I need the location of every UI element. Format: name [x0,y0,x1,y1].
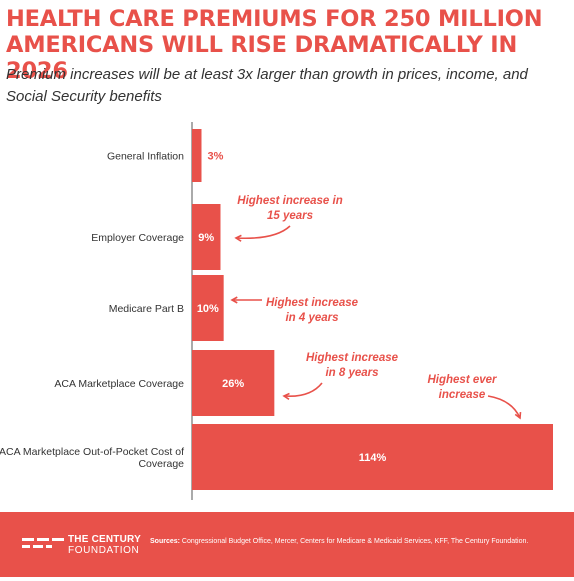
logo-line-1: THE CENTURY [68,534,141,545]
bar-data-label: 26% [222,378,244,390]
category-label: General Inflation [107,151,184,163]
annotation-arrowhead [282,392,290,400]
category-label: Coverage [138,458,184,470]
bar-data-label: 10% [197,303,219,315]
annotation-arrowhead [234,234,242,242]
bar [192,275,224,341]
annotation-arrow [487,395,521,419]
bar [192,204,221,270]
category-label: Employer Coverage [91,232,184,244]
bar [192,350,275,416]
annotation-text: in 4 years [285,312,338,324]
bar-data-label: 9% [198,232,214,244]
bar [192,129,202,182]
sources-note: Sources: Congressional Budget Office, Me… [150,537,560,547]
category-label: ACA Marketplace Coverage [54,378,184,390]
category-label: Medicare Part B [109,303,184,315]
sources-text: Congressional Budget Office, Mercer, Cen… [181,538,529,545]
chart-title: HEALTH CARE PREMIUMS FOR 250 MILLION AME… [6,6,543,84]
century-foundation-logo-icon [22,538,64,548]
annotation-text: Highest increase in [237,195,342,207]
category-label: ACA Marketplace Out-of-Pocket Cost of [0,446,184,458]
annotation-text: Highest increase [306,352,399,364]
bar-data-label: 3% [208,151,224,163]
logo-line-2: FOUNDATION [68,545,140,556]
bar [192,424,553,490]
logo-wordmark: THE CENTURY FOUNDATION [68,534,141,556]
annotation-arrowhead [230,296,238,304]
annotation-text: Highest increase [266,297,359,309]
annotation-arrow [235,225,291,240]
annotation-text: in 8 years [325,367,378,379]
footer-bar: THE CENTURY FOUNDATION Sources: Congress… [0,512,574,577]
bar-chart: 3% General Inflation 9% Employer Coverage 10… [0,122,553,500]
annotation-arrowhead [514,411,522,420]
sources-label: Sources: [150,538,180,545]
bar-data-label: 114% [359,452,387,464]
annotation-text: increase [439,389,486,401]
annotation-text: Highest ever [427,374,497,386]
chart-subtitle: Premium increases will be at least 3x la… [6,66,528,105]
annotation-arrow [283,382,323,398]
annotation-text: 15 years [267,210,313,222]
